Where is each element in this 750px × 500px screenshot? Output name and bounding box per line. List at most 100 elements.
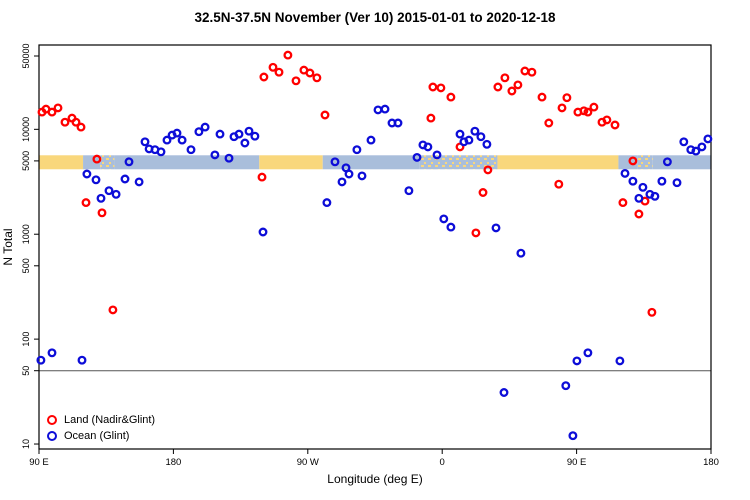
- land-data-point: [527, 67, 537, 77]
- ocean-data-point: [697, 142, 707, 152]
- ocean-data-point: [134, 177, 144, 187]
- ocean-data-point: [672, 178, 682, 188]
- land-data-point: [268, 62, 278, 72]
- land-data-point: [428, 82, 438, 92]
- ocean-data-point: [404, 186, 414, 196]
- land-data-point: [471, 228, 481, 238]
- land-data-point: [81, 198, 91, 208]
- ocean-data-point: [561, 381, 571, 391]
- ocean-data-point: [657, 176, 667, 186]
- land-data-point: [500, 73, 510, 83]
- ocean-data-point: [224, 153, 234, 163]
- y-tick-label: 5000: [21, 151, 31, 171]
- ocean-data-point: [111, 189, 121, 199]
- land-data-point: [554, 179, 564, 189]
- ocean-data-point: [476, 132, 486, 142]
- ocean-data-point: [572, 356, 582, 366]
- ocean-data-point: [620, 168, 630, 178]
- y-tick-label: 10000: [21, 117, 31, 142]
- land-ocean-strip-mixed: [100, 155, 115, 170]
- ocean-data-point: [82, 169, 92, 179]
- land-ocean-strip-mixed: [637, 155, 653, 170]
- land-data-point: [493, 82, 503, 92]
- land-data-point: [426, 113, 436, 123]
- ocean-data-point: [634, 193, 644, 203]
- ocean-marker-icon: [47, 431, 57, 441]
- ocean-data-point: [162, 135, 172, 145]
- land-data-point: [60, 117, 70, 127]
- land-data-point: [544, 118, 554, 128]
- legend-label-ocean: Ocean (Glint): [64, 430, 130, 442]
- ocean-data-point: [337, 177, 347, 187]
- ocean-data-point: [455, 129, 465, 139]
- ocean-data-point: [470, 126, 480, 136]
- land-data-point: [53, 103, 63, 113]
- land-data-point: [634, 209, 644, 219]
- y-tick-label: 1000: [21, 224, 31, 244]
- ocean-data-point: [172, 128, 182, 138]
- land-data-point: [446, 92, 456, 102]
- ocean-data-point: [679, 137, 689, 147]
- y-tick-label: 100: [21, 332, 31, 347]
- ocean-data-point: [91, 175, 101, 185]
- land-data-point: [436, 83, 446, 93]
- ocean-data-point: [412, 152, 422, 162]
- y-tick-label: 500: [21, 258, 31, 273]
- x-tick-label: 90 E: [29, 457, 49, 468]
- ocean-data-point: [373, 105, 383, 115]
- y-tick-label: 50: [21, 366, 31, 376]
- land-data-point: [108, 305, 118, 315]
- ocean-data-point: [215, 129, 225, 139]
- land-data-point: [97, 208, 107, 218]
- ocean-data-point: [140, 137, 150, 147]
- ocean-data-point: [200, 122, 210, 132]
- ocean-data-point: [210, 150, 220, 160]
- ocean-data-point: [615, 356, 625, 366]
- ocean-data-point: [357, 171, 367, 181]
- land-ocean-strip-land: [259, 155, 323, 170]
- legend-item-ocean: Ocean (Glint): [47, 428, 155, 444]
- x-tick-label: 90 W: [297, 457, 319, 468]
- land-data-point: [483, 165, 493, 175]
- land-ocean-strip-ocean: [83, 155, 101, 170]
- land-data-point: [562, 93, 572, 103]
- land-data-point: [602, 115, 612, 125]
- ocean-data-point: [628, 176, 638, 186]
- land-ocean-strip-land: [39, 155, 84, 170]
- land-data-point: [478, 188, 488, 197]
- land-data-point: [628, 156, 638, 166]
- land-data-point: [618, 198, 628, 208]
- ocean-data-point: [650, 191, 660, 201]
- ocean-data-point: [177, 135, 187, 145]
- ocean-data-point: [583, 348, 593, 358]
- land-data-point: [283, 50, 293, 60]
- land-data-point: [583, 107, 593, 117]
- chart-title: 32.5N-37.5N November (Ver 10) 2015-01-01…: [194, 10, 556, 25]
- ocean-data-point: [691, 146, 701, 156]
- ocean-data-point: [124, 157, 134, 167]
- land-data-point: [589, 102, 599, 112]
- plot-frame: [38, 44, 712, 450]
- ocean-data-point: [432, 150, 442, 160]
- land-data-point: [537, 92, 547, 102]
- land-ocean-strip-ocean: [114, 155, 260, 170]
- legend-label-land: Land (Nadir&Glint): [64, 414, 156, 426]
- land-data-point: [71, 117, 81, 127]
- ocean-data-point: [344, 169, 354, 179]
- ocean-data-point: [47, 348, 57, 358]
- ocean-data-point: [96, 193, 106, 203]
- x-axis-label: Longitude (deg E): [327, 472, 423, 486]
- ocean-data-point: [330, 157, 340, 167]
- ocean-data-point: [240, 138, 250, 148]
- ocean-data-point: [499, 388, 509, 397]
- land-data-point: [507, 86, 517, 96]
- ocean-data-point: [156, 147, 166, 157]
- ocean-data-point: [638, 182, 648, 192]
- ocean-data-point: [393, 118, 403, 128]
- ocean-data-point: [446, 222, 456, 232]
- ocean-data-point: [662, 157, 672, 167]
- x-tick-label: 0: [440, 457, 445, 468]
- land-data-point: [579, 106, 589, 116]
- x-tick-label: 180: [165, 457, 181, 468]
